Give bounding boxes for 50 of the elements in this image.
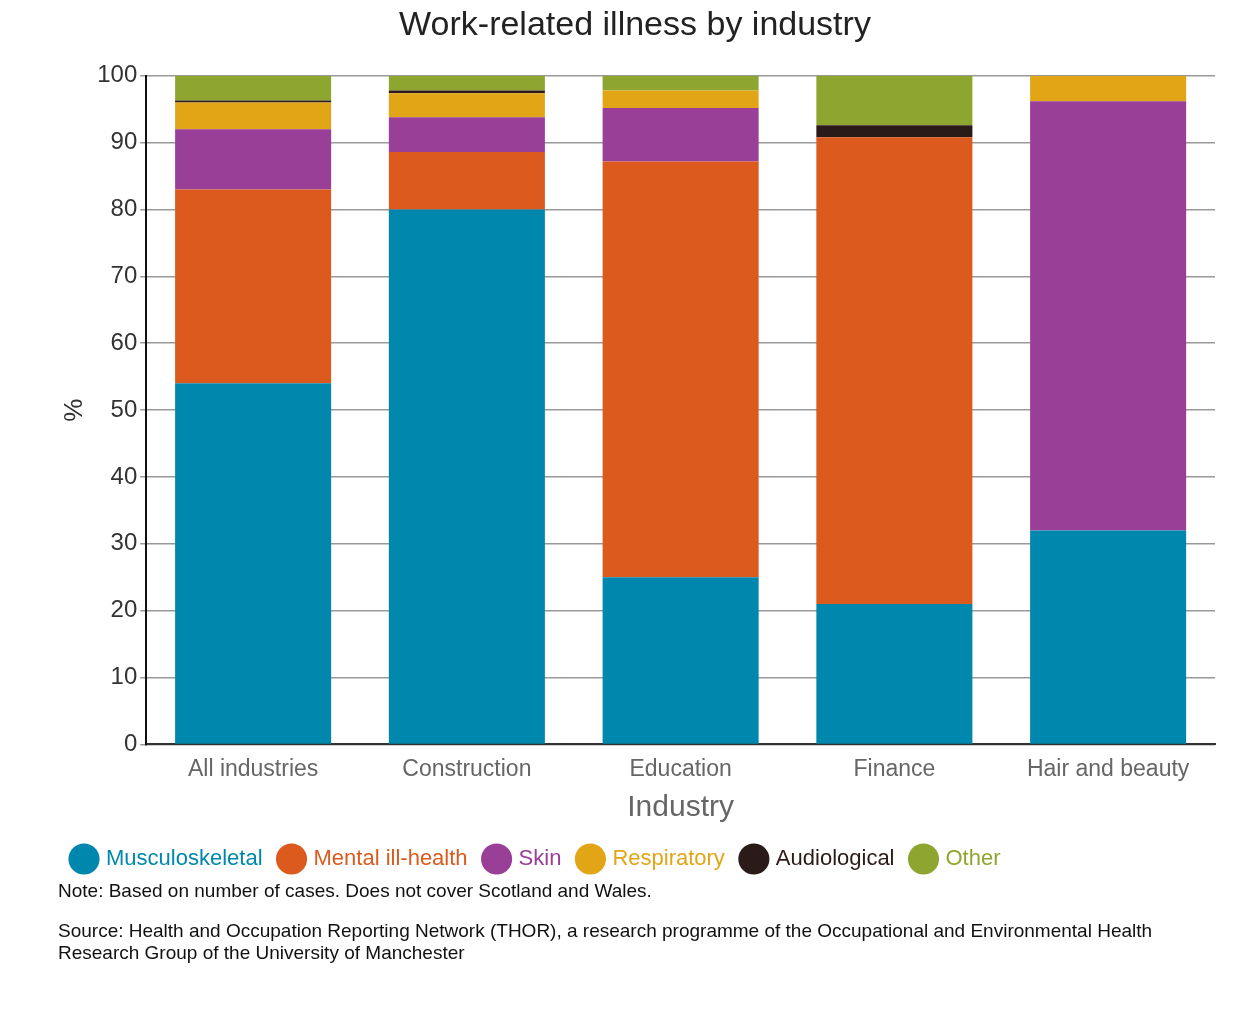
bar xyxy=(602,577,759,744)
bar xyxy=(602,161,759,578)
bar xyxy=(175,129,332,190)
text: Note: Based on number of cases. Does not cover Scotland and Wales. xyxy=(58,880,653,902)
y-tick-label: 70 xyxy=(110,261,138,289)
y-tick-label: 80 xyxy=(110,194,138,222)
bar xyxy=(1030,530,1187,744)
legend-label: Respiratory xyxy=(612,845,725,871)
y-tick-label: 30 xyxy=(110,528,138,556)
x-tick-label: All industries xyxy=(187,754,319,781)
bar xyxy=(1030,75,1187,102)
legend-label: Mental ill-health xyxy=(313,845,468,871)
bar xyxy=(816,125,973,138)
y-tick-label: 0 xyxy=(123,729,138,757)
y-tick-label: 60 xyxy=(110,327,138,355)
y-tick-label: 90 xyxy=(110,127,138,155)
chart-title: Work-related illness by industry xyxy=(399,3,871,42)
bar xyxy=(602,90,759,108)
bar xyxy=(816,75,973,126)
legend-label: Audiological xyxy=(775,845,895,871)
bar xyxy=(388,209,545,744)
bar xyxy=(175,383,332,744)
x-tick-label: Hair and beauty xyxy=(1026,754,1190,781)
bar xyxy=(816,603,973,744)
x-tick-label: Education xyxy=(629,754,732,781)
bar xyxy=(388,117,545,153)
y-tick-label: 50 xyxy=(110,394,138,422)
y-tick-label: 20 xyxy=(110,595,138,623)
bar xyxy=(175,100,332,103)
bar xyxy=(388,75,545,91)
bar xyxy=(175,189,332,384)
bar xyxy=(602,107,759,162)
x-tick-label: Construction xyxy=(402,754,532,781)
y-tick-label: 100 xyxy=(97,60,138,88)
bar xyxy=(388,152,545,210)
bar xyxy=(1030,101,1187,531)
bar xyxy=(175,102,332,130)
y-axis-title: % xyxy=(57,398,88,422)
x-tick-label: Finance xyxy=(853,754,936,781)
bar xyxy=(175,75,332,101)
y-tick-label: 40 xyxy=(110,461,138,489)
bar xyxy=(602,75,759,91)
legend-label: Other xyxy=(945,845,1001,871)
legend-label: Musculoskeletal xyxy=(106,845,263,871)
x-axis-title: Industry xyxy=(627,789,734,823)
bar xyxy=(388,93,545,118)
source-note: Source: Health and Occupation Reporting Network (THOR), a research programme of the Occupational and Environmental Health Research Group of the University of Manchester xyxy=(58,920,1154,964)
legend-label: Skin xyxy=(518,845,562,871)
y-tick-label: 10 xyxy=(110,662,138,690)
bar xyxy=(816,137,973,604)
